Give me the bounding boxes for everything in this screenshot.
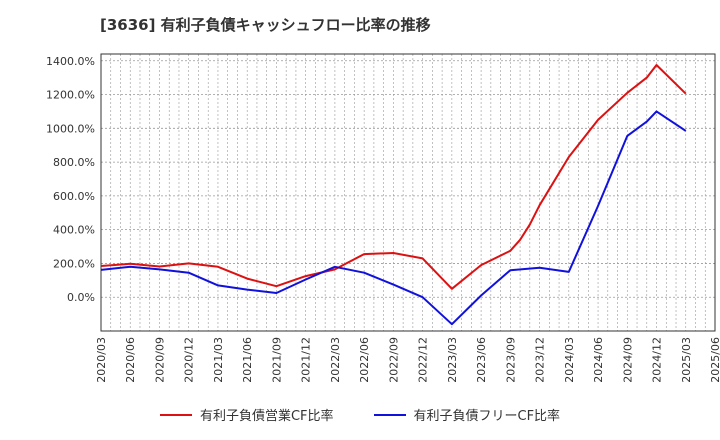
x-tick-label: 2020/09	[153, 337, 166, 383]
legend-label-series-1: 有利子負債営業CF比率	[199, 409, 334, 424]
x-tick-label: 2020/06	[124, 337, 137, 383]
series-lines	[100, 64, 687, 326]
y-tick-label: 0.0%	[67, 291, 95, 304]
x-tick-label: 2021/03	[212, 337, 225, 383]
x-tick-label: 2023/12	[534, 337, 547, 383]
x-tick-label: 2023/09	[504, 337, 517, 383]
x-tick-label: 2023/03	[446, 337, 459, 383]
y-tick-label: 200.0%	[53, 257, 95, 270]
y-tick-label: 1000.0%	[46, 122, 95, 135]
chart-title: [3636] 有利子負債キャッシュフロー比率の推移	[100, 16, 431, 34]
x-tick-label: 2025/03	[680, 337, 693, 383]
x-tick-label: 2025/06	[709, 337, 720, 383]
x-tick-label: 2022/06	[358, 337, 371, 383]
x-tick-label: 2022/09	[387, 337, 400, 383]
x-tick-label: 2024/09	[621, 337, 634, 383]
y-axis-tick-labels: 0.0% 200.0% 400.0% 600.0% 800.0% 1000.0% 1200.…	[46, 55, 95, 304]
y-tick-label: 400.0%	[53, 224, 95, 237]
x-tick-label: 2024/03	[563, 337, 576, 383]
x-tick-label: 2020/03	[95, 337, 108, 383]
x-tick-label: 2024/12	[651, 337, 664, 383]
series-line-2	[100, 110, 687, 326]
x-tick-label: 2021/12	[300, 337, 313, 383]
legend-item-series-2: 有利子負債フリーCF比率	[373, 405, 561, 424]
y-tick-label: 1400.0%	[46, 55, 95, 68]
x-tick-label: 2020/12	[183, 337, 196, 383]
y-tick-label: 1200.0%	[46, 89, 95, 102]
x-tick-label: 2024/06	[592, 337, 605, 383]
x-tick-label: 2022/12	[417, 337, 430, 383]
series-line-1	[100, 64, 687, 290]
legend-item-series-1: 有利子負債営業CF比率	[159, 405, 334, 424]
legend: 有利子負債営業CF比率 有利子負債フリーCF比率	[0, 405, 720, 424]
y-tick-label: 600.0%	[53, 190, 95, 203]
x-axis-tick-labels: 2020/03 2020/06 2020/09 2020/12 2021/03 2021/…	[95, 337, 720, 383]
x-tick-label: 2023/06	[475, 337, 488, 383]
x-tick-label: 2022/03	[329, 337, 342, 383]
legend-swatch-red	[159, 413, 192, 416]
x-tick-label: 2021/09	[270, 337, 283, 383]
x-tick-label: 2021/06	[241, 337, 254, 383]
legend-label-series-2: 有利子負債フリーCF比率	[413, 409, 561, 424]
legend-swatch-blue	[373, 413, 406, 416]
plot-frame	[100, 53, 716, 332]
y-tick-label: 800.0%	[53, 156, 95, 169]
